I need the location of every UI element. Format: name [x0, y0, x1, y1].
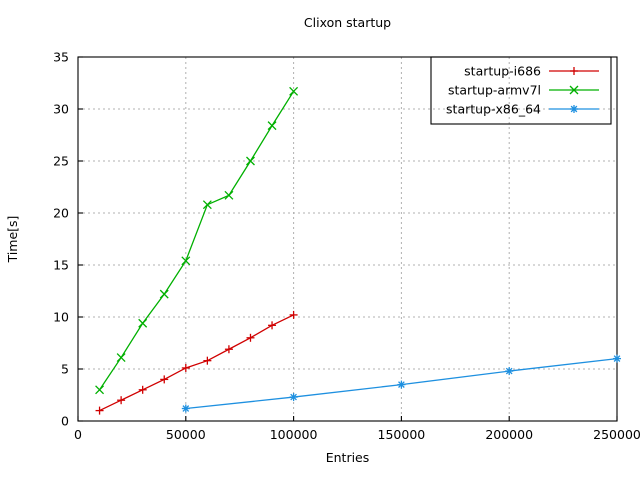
- legend-label: startup-x86_64: [446, 102, 541, 117]
- x-tick-label: 50000: [166, 427, 206, 442]
- x-tick-label: 250000: [593, 427, 640, 442]
- data-series-group: [95, 86, 621, 415]
- x-tick-label: 200000: [485, 427, 533, 442]
- chart-title: Clixon startup: [304, 15, 391, 30]
- y-tick-label: 15: [53, 258, 69, 273]
- legend-label: startup-armv7l: [448, 83, 541, 98]
- y-tick-label: 5: [61, 362, 69, 377]
- y-tick-label: 25: [53, 154, 69, 169]
- data-series: [181, 354, 621, 413]
- y-tick-label: 0: [61, 414, 69, 429]
- y-tick-label: 35: [53, 50, 69, 65]
- data-series: [95, 310, 298, 415]
- legend-label: startup-i686: [464, 64, 541, 79]
- y-tick-label: 10: [53, 310, 69, 325]
- data-series: [95, 86, 299, 395]
- plot-border: [77, 56, 618, 422]
- x-axis-label: Entries: [326, 450, 370, 465]
- legend-border: [430, 56, 612, 125]
- gridlines: [78, 57, 617, 421]
- x-tick-label: 100000: [270, 427, 318, 442]
- y-axis-label: Time[s]: [5, 216, 20, 264]
- y-axis-ticks: 0 5 10 15 20 25 30 35: [53, 50, 83, 429]
- x-axis-ticks: 0 50000 100000 150000 200000 250000: [74, 416, 640, 442]
- y-tick-label: 30: [53, 102, 69, 117]
- x-tick-label: 150000: [378, 427, 426, 442]
- chart-legend: startup-i686 startup-armv7l startup-x86_64: [430, 56, 612, 125]
- x-tick-label: 0: [74, 427, 82, 442]
- y-tick-label: 20: [53, 206, 69, 221]
